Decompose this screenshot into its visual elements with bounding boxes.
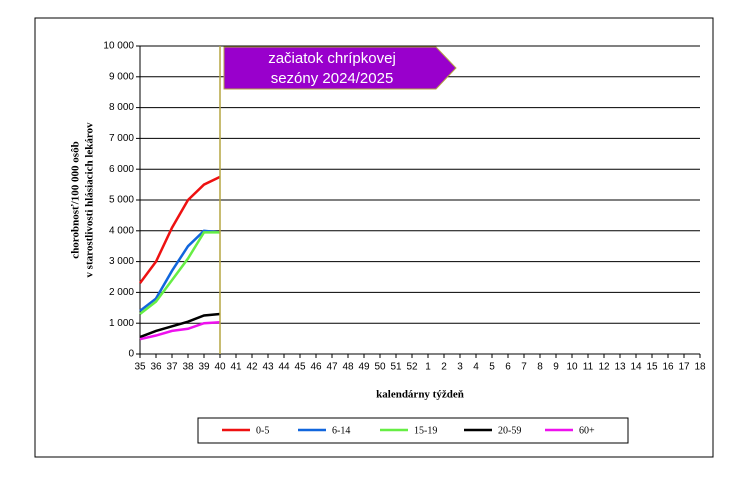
x-tick-label: 15: [646, 362, 658, 373]
series-line: [138, 175, 221, 284]
y-tick-label: 1 000: [109, 318, 134, 329]
x-tick-label: 3: [457, 362, 463, 373]
x-tick-label: 7: [521, 362, 527, 373]
legend-label: 15-19: [414, 425, 437, 436]
x-tick-label: 36: [150, 362, 162, 373]
y-tick-label: 6 000: [109, 164, 134, 175]
x-tick-label: 35: [134, 362, 146, 373]
x-tick-label: 13: [614, 362, 626, 373]
x-tick-label: 2: [441, 362, 447, 373]
x-tick-label: 49: [358, 362, 370, 373]
x-tick-label: 38: [182, 362, 194, 373]
series-line: [139, 321, 221, 341]
x-tick-label: 17: [678, 362, 690, 373]
x-tick-label: 9: [553, 362, 559, 373]
legend-label: 60+: [579, 425, 595, 436]
x-tick-label: 43: [262, 362, 274, 373]
x-tick-label: 10: [566, 362, 578, 373]
x-tick-label: 40: [214, 362, 226, 373]
x-tick-label: 6: [505, 362, 511, 373]
legend-label: 0-5: [256, 425, 269, 436]
annotation-text: začiatok chrípkovej: [268, 50, 396, 67]
annotation-text: sezóny 2024/2025: [271, 70, 394, 87]
x-tick-label: 18: [694, 362, 706, 373]
y-tick-label: 10 000: [103, 41, 134, 52]
x-tick-label: 5: [489, 362, 495, 373]
chart-border: [34, 17, 714, 458]
x-tick-label: 42: [246, 362, 258, 373]
x-tick-label: 1: [425, 362, 431, 373]
y-axis-label: v starostlivosti hlásiacich lekárov: [84, 122, 96, 278]
x-tick-label: 8: [537, 362, 543, 373]
x-tick-label: 41: [230, 362, 242, 373]
y-tick-label: 4 000: [109, 225, 134, 236]
x-tick-label: 50: [374, 362, 386, 373]
y-tick-label: 2 000: [109, 287, 134, 298]
annotation-box: [223, 46, 457, 90]
x-tick-label: 39: [198, 362, 210, 373]
y-tick-label: 5 000: [109, 195, 134, 206]
x-tick-label: 14: [630, 362, 642, 373]
y-tick-label: 8 000: [109, 102, 134, 113]
series-line: [139, 312, 221, 339]
x-tick-label: 51: [390, 362, 402, 373]
x-tick-label: 47: [326, 362, 338, 373]
x-tick-label: 45: [294, 362, 306, 373]
x-tick-label: 48: [342, 362, 354, 373]
y-tick-label: 7 000: [109, 133, 134, 144]
x-tick-label: 52: [406, 362, 418, 373]
x-tick-label: 46: [310, 362, 322, 373]
legend-label: 20-59: [498, 425, 521, 436]
y-tick-label: 3 000: [109, 256, 134, 267]
x-tick-label: 44: [278, 362, 290, 373]
x-tick-label: 11: [583, 362, 594, 373]
series-line: [139, 229, 221, 312]
y-axis-label: chorobnosť/100 000 osôb: [70, 141, 82, 258]
x-tick-label: 37: [166, 362, 178, 373]
x-tick-label: 12: [598, 362, 610, 373]
x-tick-label: 16: [662, 362, 674, 373]
y-tick-label: 9 000: [109, 71, 134, 82]
x-axis-label: kalendárny týždeň: [376, 389, 464, 401]
series-line: [139, 231, 220, 315]
y-tick-label: 0: [128, 349, 134, 360]
x-tick-label: 4: [473, 362, 479, 373]
legend-label: 6-14: [332, 425, 350, 436]
